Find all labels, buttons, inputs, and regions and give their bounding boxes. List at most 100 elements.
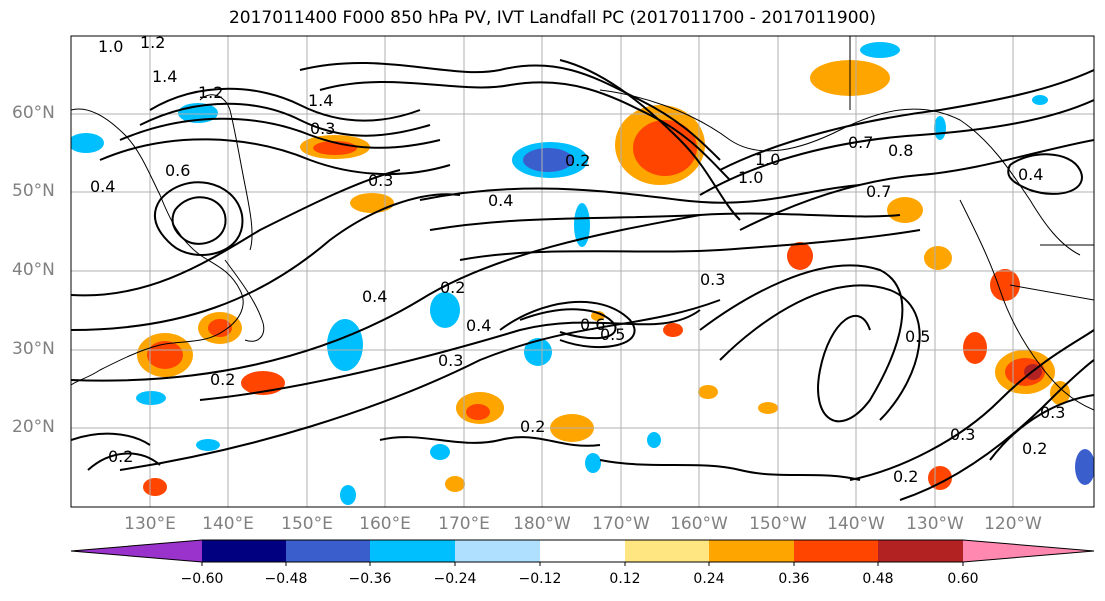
contour-label: 0.4 xyxy=(362,287,387,306)
contour-label: 0.2 xyxy=(440,278,465,297)
coastline-asia xyxy=(71,108,244,386)
contour-line xyxy=(87,452,161,471)
colorbar-tick-label: −0.48 xyxy=(264,571,308,587)
colorbar-segment xyxy=(878,540,963,562)
contour-line xyxy=(849,329,1094,481)
contour-line xyxy=(599,459,861,481)
contour-line xyxy=(899,359,1094,501)
shade-blob xyxy=(466,404,490,420)
lon-label: 160°E xyxy=(359,514,411,534)
coastline-kamchatka xyxy=(199,94,253,251)
contour-line xyxy=(559,59,741,221)
contour-line xyxy=(71,193,461,331)
lat-label: 50°N xyxy=(12,181,55,201)
shade-blob xyxy=(523,148,573,172)
shade-blob xyxy=(1050,381,1070,405)
shade-blob xyxy=(71,133,104,153)
contour-line xyxy=(319,81,731,181)
contour-label: 1.0 xyxy=(755,150,780,169)
shade-blob xyxy=(574,203,590,247)
coastline-border xyxy=(1009,284,1094,301)
colorbar-tick-label: −0.24 xyxy=(433,571,477,587)
contour-label: 0.4 xyxy=(1018,165,1043,184)
contour-line xyxy=(719,284,921,421)
contour-label: 0.2 xyxy=(893,467,918,486)
contour-line xyxy=(171,196,227,245)
contour-line xyxy=(739,139,1094,231)
contour-line xyxy=(149,87,421,122)
coastline-alaska xyxy=(599,89,1081,256)
ivt-contours xyxy=(71,59,1094,501)
contour-line xyxy=(1007,153,1083,195)
colorbar-segment xyxy=(286,540,370,562)
contour-line xyxy=(71,214,701,382)
contour-label: 1.2 xyxy=(140,33,165,52)
colorbar-tick-label: −0.60 xyxy=(180,571,224,587)
shade-blob xyxy=(136,391,166,405)
colorbar-tick-label: 0.24 xyxy=(693,571,725,587)
colorbar-tick-label: −0.36 xyxy=(348,571,392,587)
lon-label: 170°W xyxy=(592,514,650,534)
coastline-na-west xyxy=(959,199,1094,411)
contour-label: 1.0 xyxy=(738,168,763,187)
contour-line xyxy=(153,181,244,256)
lon-label: 140°E xyxy=(202,514,254,534)
contour-label: 1.4 xyxy=(152,67,177,86)
graticule xyxy=(71,36,1094,507)
contour-label: 0.3 xyxy=(950,425,975,444)
colorbar-segment xyxy=(625,540,709,562)
contour-label: 0.6 xyxy=(580,315,605,334)
lat-label: 20°N xyxy=(12,417,55,437)
shade-blob xyxy=(647,432,661,448)
coastline-japan xyxy=(224,259,265,342)
shade-blob xyxy=(758,402,778,414)
shade-blob xyxy=(1032,95,1048,105)
contour-label: 0.3 xyxy=(310,119,335,138)
contour-label: 0.5 xyxy=(905,327,930,346)
shade-blob xyxy=(147,341,183,369)
coastlines xyxy=(71,36,1094,411)
shade-blob xyxy=(1075,449,1094,485)
shade-blob xyxy=(340,485,356,505)
shade-blob xyxy=(327,319,363,371)
contour-line xyxy=(419,184,861,204)
lat-label: 40°N xyxy=(12,260,55,280)
shade-blob xyxy=(196,439,220,451)
contour-label: 0.2 xyxy=(210,370,235,389)
contour-label: 0.2 xyxy=(520,417,545,436)
shade-blob xyxy=(928,466,952,490)
lon-label: 130°W xyxy=(906,514,964,534)
colorbar-tick-label: −0.12 xyxy=(518,571,562,587)
contour-label: 0.2 xyxy=(565,151,590,170)
contour-label: 0.7 xyxy=(848,133,873,152)
contour-label: 0.2 xyxy=(108,447,133,466)
contour-label: 0.3 xyxy=(438,351,463,370)
contour-line xyxy=(519,308,617,340)
shade-blob xyxy=(430,292,460,328)
contour-label: 0.4 xyxy=(488,191,513,210)
contour-label: 0.3 xyxy=(700,270,725,289)
contour-label: 1.4 xyxy=(308,91,333,110)
contour-label: 1.0 xyxy=(98,37,123,56)
contour-line xyxy=(699,99,1094,196)
contour-line xyxy=(989,394,1094,461)
lon-label: 130°E xyxy=(124,514,176,534)
contour-line xyxy=(429,212,901,231)
colorbar-segment xyxy=(540,540,625,562)
lon-label: 150°W xyxy=(749,514,807,534)
colorbar-segment xyxy=(794,540,878,562)
contour-line xyxy=(139,102,431,137)
lon-label: 170°E xyxy=(438,514,490,534)
lon-label: 180°W xyxy=(513,514,571,534)
shade-blob xyxy=(787,242,813,270)
contour-line xyxy=(99,138,451,176)
lat-label: 60°N xyxy=(12,103,55,123)
shade-blob xyxy=(524,338,552,366)
shade-blob xyxy=(208,319,232,337)
contour-line xyxy=(71,432,151,446)
colorbar-tick-label: 0.48 xyxy=(862,571,894,587)
colorbar-extend-low xyxy=(71,540,202,562)
contour-label: 0.7 xyxy=(866,182,891,201)
map-title: 2017011400 F000 850 hPa PV, IVT Landfall… xyxy=(228,8,876,28)
contour-labels: 1.0 1.21.41.2 1.40.30.20.40.30.60.40.4 0.20… xyxy=(90,33,1065,486)
